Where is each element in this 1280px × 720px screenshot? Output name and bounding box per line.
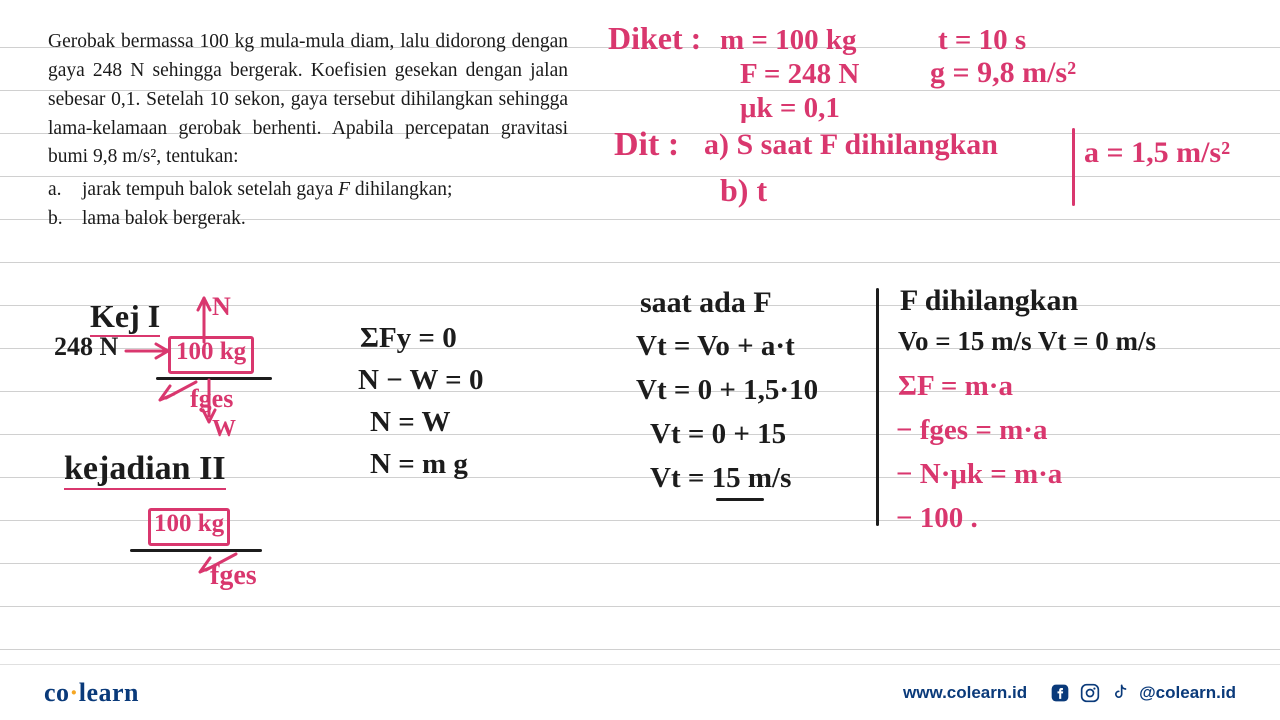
- dit-answer-a: a = 1,5 m/s²: [1084, 136, 1230, 170]
- diket-mu: μk = 0,1: [740, 92, 840, 125]
- case2-fges: fges: [210, 560, 257, 592]
- diket-t: t = 10 s: [938, 24, 1026, 57]
- footer-handle[interactable]: @colearn.id: [1139, 683, 1236, 703]
- case2-mass: 100 kg: [154, 510, 224, 538]
- col-right-l4: − N·μk = m·a: [896, 458, 1062, 491]
- question-a-text: jarak tempuh balok setelah gaya F dihila…: [82, 176, 452, 205]
- case1-W: W: [212, 416, 236, 443]
- problem-body: Gerobak bermassa 100 kg mula-mula diam, …: [48, 28, 568, 172]
- diket-m: m = 100 kg: [720, 24, 857, 57]
- footer-url[interactable]: www.colearn.id: [903, 683, 1027, 703]
- col-right-l3: − fges = m·a: [896, 414, 1047, 447]
- eq-n-eq-w: N = W: [370, 406, 450, 439]
- tiktok-icon[interactable]: [1109, 682, 1131, 704]
- col-left-underline: [716, 498, 764, 501]
- case1-force: 248 N: [54, 332, 118, 362]
- footer: co·learn www.colearn.id @colearn.id: [0, 664, 1280, 720]
- dit-a: a) S saat F dihilangkan: [704, 128, 998, 162]
- eq-nw: N − W = 0: [358, 364, 483, 397]
- instagram-icon[interactable]: [1079, 682, 1101, 704]
- col-divider: [876, 288, 879, 526]
- question-b-text: lama balok bergerak.: [82, 205, 246, 234]
- col-left-head: saat ada F: [640, 286, 772, 320]
- facebook-icon[interactable]: [1049, 682, 1071, 704]
- col-right-head: F dihilangkan: [900, 284, 1078, 318]
- eq-n-mg: N = m g: [370, 448, 468, 481]
- col-right-l5: − 100 .: [896, 502, 978, 535]
- diket-f: F = 248 N: [740, 58, 859, 91]
- dit-label: Dit :: [614, 126, 679, 164]
- logo: co·learn: [44, 678, 139, 708]
- case1-mass: 100 kg: [176, 338, 246, 366]
- col-left-l2: Vt = 0 + 1,5·10: [636, 374, 818, 407]
- logo-learn: learn: [79, 678, 139, 707]
- question-b-label: b.: [48, 205, 70, 234]
- case1-N-label: N: [212, 292, 231, 322]
- diket-label: Diket :: [608, 20, 701, 57]
- col-right-l2: ΣF = m·a: [898, 370, 1013, 403]
- dit-divider: [1072, 128, 1075, 206]
- diket-g: g = 9,8 m/s²: [930, 56, 1076, 90]
- col-left-l3: Vt = 0 + 15: [650, 418, 786, 451]
- logo-co: co: [44, 678, 70, 707]
- col-left-l4: Vt = 15 m/s: [650, 462, 791, 495]
- col-left-l1: Vt = Vo + a·t: [636, 330, 795, 363]
- dit-b: b) t: [720, 172, 767, 209]
- problem-text: Gerobak bermassa 100 kg mula-mula diam, …: [48, 28, 568, 234]
- case1-force-arrow-icon: [124, 340, 172, 362]
- social: @colearn.id: [1049, 682, 1236, 704]
- eq-sfy: ΣFy = 0: [360, 322, 457, 355]
- col-right-l1: Vo = 15 m/s Vt = 0 m/s: [898, 326, 1156, 357]
- logo-dot: ·: [70, 678, 79, 707]
- case2-title: kejadian II: [64, 450, 226, 488]
- case1-title: Kej I: [90, 298, 160, 335]
- question-a-label: a.: [48, 176, 70, 205]
